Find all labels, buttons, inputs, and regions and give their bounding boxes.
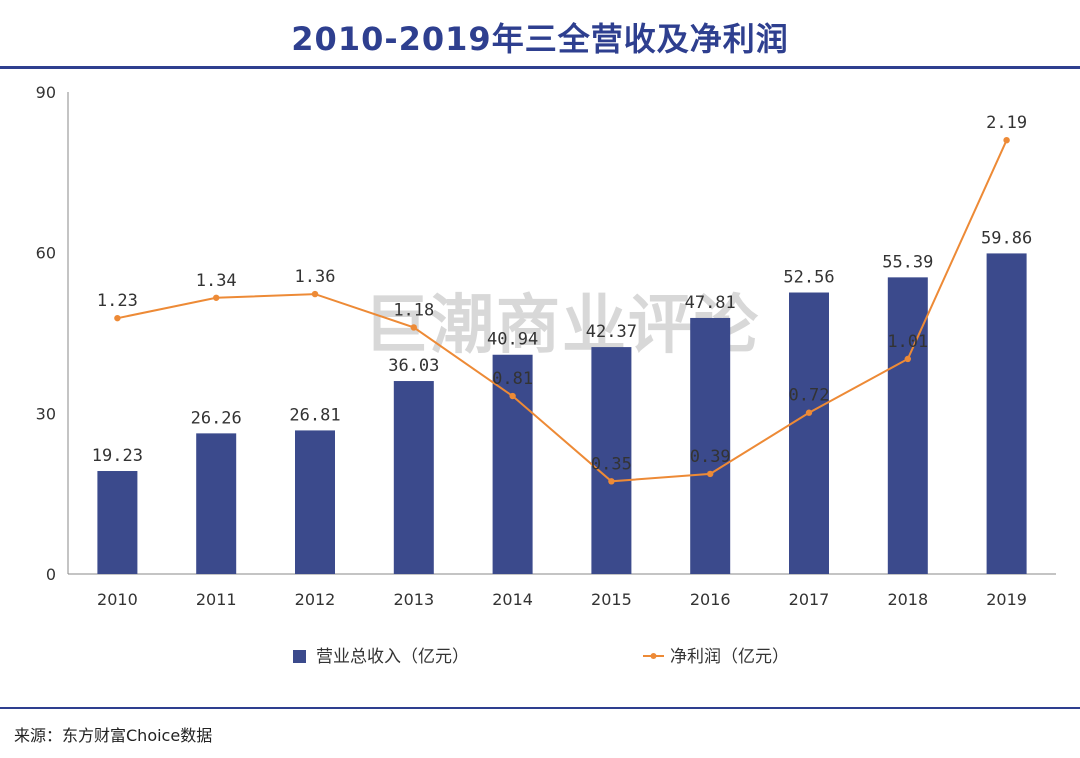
line-point-net-profit (114, 314, 121, 322)
line-point-net-profit (608, 478, 615, 485)
line-value-label: 0.39 (690, 447, 731, 467)
x-tick-label: 2011 (196, 590, 237, 609)
line-point-net-profit (311, 290, 319, 298)
bar-value-label: 59.86 (981, 228, 1032, 248)
line-value-label: 2.19 (986, 113, 1027, 133)
legend-swatch-revenue (293, 650, 306, 663)
x-tick-label: 2018 (887, 590, 928, 609)
bar-revenue (887, 277, 928, 574)
bar-value-label: 42.37 (586, 322, 637, 342)
bar-value-label: 47.81 (685, 293, 736, 313)
bar-value-label: 26.26 (191, 408, 242, 428)
line-net-profit (117, 139, 1008, 483)
y-tick-label: 90 (36, 83, 56, 102)
x-tick-label: 2014 (492, 590, 533, 609)
bar-revenue (591, 347, 632, 574)
line-value-label: 1.36 (295, 267, 336, 287)
line-point-net-profit (213, 294, 220, 301)
legend-label-revenue: 营业总收入（亿元） (316, 647, 469, 667)
x-tick-label: 2015 (591, 590, 632, 609)
bar-revenue (690, 317, 731, 574)
line-point-net-profit (1003, 137, 1010, 144)
y-tick-label: 60 (36, 244, 56, 263)
bar-value-label: 26.81 (289, 405, 340, 425)
line-value-label: 1.34 (196, 271, 237, 291)
bar-revenue (789, 292, 829, 574)
line-point-net-profit (805, 409, 813, 416)
line-point-net-profit (410, 324, 417, 331)
line-point-net-profit (904, 355, 911, 363)
bar-value-label: 36.03 (388, 356, 439, 376)
bar-value-label: 19.23 (92, 446, 143, 466)
bar-revenue (196, 433, 237, 574)
x-tick-label: 2016 (690, 590, 731, 609)
bar-revenue (492, 354, 533, 574)
x-tick-label: 2017 (789, 590, 830, 609)
line-value-label: 1.01 (887, 332, 928, 352)
source-note: 来源：东方财富Choice数据 (14, 726, 213, 745)
line-value-label: 1.18 (393, 300, 434, 320)
x-tick-label: 2019 (986, 590, 1027, 609)
line-value-label: 0.72 (789, 386, 830, 406)
title-divider (0, 66, 1080, 69)
footer-divider (0, 707, 1080, 709)
line-value-label: 1.23 (97, 291, 138, 311)
y-tick-label: 30 (36, 404, 56, 423)
legend-marker-net-profit (650, 653, 657, 659)
chart-title: 2010-2019年三全营收及净利润 (291, 20, 789, 58)
bar-revenue (393, 381, 434, 574)
line-point-net-profit (509, 392, 516, 400)
bar-value-label: 55.39 (882, 252, 933, 272)
line-point-net-profit (707, 470, 714, 478)
x-tick-label: 2010 (97, 590, 138, 609)
x-tick-label: 2013 (393, 590, 434, 609)
bar-value-label: 52.56 (783, 268, 834, 288)
line-value-label: 0.35 (591, 454, 632, 474)
y-tick-label: 0 (46, 565, 56, 584)
bar-revenue (986, 253, 1027, 574)
line-value-label: 0.81 (492, 369, 533, 389)
bar-value-label: 40.94 (487, 330, 538, 350)
x-tick-label: 2012 (295, 590, 336, 609)
legend-label-net-profit: 净利润（亿元） (670, 647, 789, 667)
bar-revenue (295, 430, 335, 574)
bar-revenue (97, 471, 138, 574)
